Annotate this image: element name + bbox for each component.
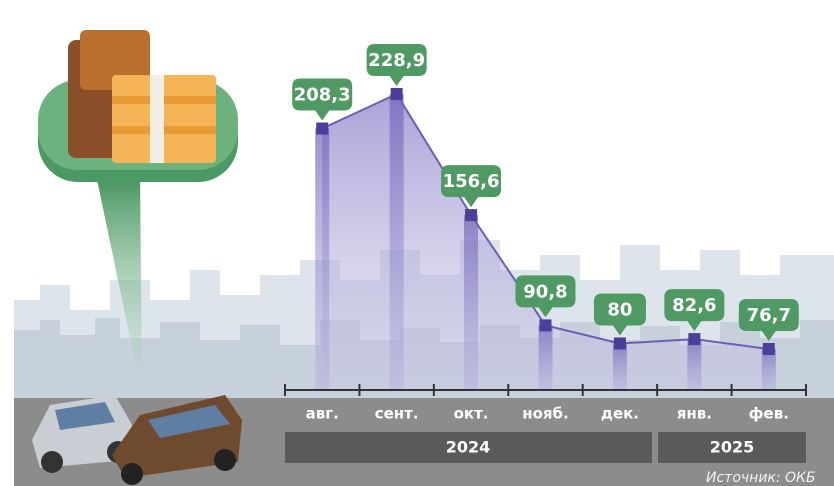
x-tick-label: окт. <box>454 405 489 423</box>
x-tick-label: нояб. <box>522 405 568 423</box>
point <box>613 337 626 350</box>
point <box>688 333 701 346</box>
label-bubble <box>664 289 725 332</box>
point <box>539 319 552 332</box>
label-bubble <box>515 275 576 318</box>
value-label: 80 <box>607 299 632 320</box>
value-label: 76,7 <box>747 305 791 326</box>
drop-bar <box>761 349 776 390</box>
point <box>465 209 478 222</box>
source: Источник: ОКБ <box>706 470 816 486</box>
value-label: 156,6 <box>443 171 500 192</box>
label-bubble <box>738 299 799 341</box>
x-tick-label: фев. <box>749 405 789 423</box>
x-tick-label: авг. <box>306 405 339 423</box>
year-band <box>285 432 652 463</box>
drop-bar <box>538 325 553 390</box>
x-tick-label: дек. <box>601 405 639 423</box>
plot: 208,3 228,9 156,6 90,8 80 82,6 76,7 <box>292 44 799 390</box>
x-tick-label: сент. <box>375 405 419 423</box>
label-bubble <box>593 293 646 336</box>
value-label: 228,9 <box>368 50 425 71</box>
point <box>390 88 403 100</box>
drop-bar <box>389 94 404 390</box>
label-bubble <box>292 78 353 121</box>
car-brown <box>112 395 242 485</box>
money-wrapper <box>150 75 164 163</box>
pin-cone <box>95 170 142 395</box>
drop-bar <box>612 343 627 390</box>
car-silver <box>32 395 132 473</box>
value-label: 208,3 <box>294 85 351 106</box>
point <box>316 122 329 135</box>
year-label: 2025 <box>710 438 755 457</box>
x-tick-label: янв. <box>677 405 712 423</box>
drop-bar <box>687 339 702 390</box>
year-band <box>658 432 806 463</box>
area <box>322 94 769 390</box>
value-label: 82,6 <box>672 295 716 316</box>
drop-bar <box>315 128 330 390</box>
drop-bar <box>464 215 479 390</box>
value-label: 90,8 <box>523 281 567 302</box>
label-bubble <box>441 165 502 208</box>
point <box>762 343 775 355</box>
label-bubble <box>366 44 427 86</box>
year-label: 2024 <box>446 438 491 457</box>
